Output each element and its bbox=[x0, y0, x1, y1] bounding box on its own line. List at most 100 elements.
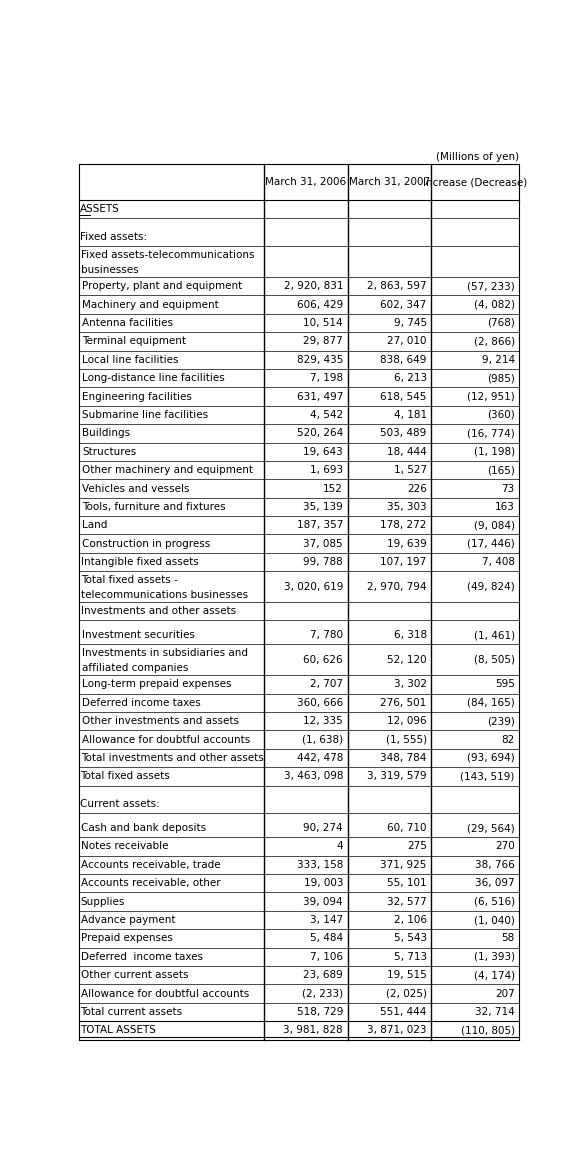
Text: (768): (768) bbox=[487, 318, 515, 328]
Text: Long-distance line facilities: Long-distance line facilities bbox=[82, 374, 225, 383]
Text: 19, 003: 19, 003 bbox=[304, 878, 343, 888]
Text: affiliated companies: affiliated companies bbox=[82, 663, 188, 673]
Text: Other investments and assets: Other investments and assets bbox=[82, 717, 238, 726]
Text: 32, 577: 32, 577 bbox=[387, 897, 427, 907]
Text: (2, 025): (2, 025) bbox=[385, 988, 427, 999]
Text: (143, 519): (143, 519) bbox=[460, 771, 515, 781]
Text: 520, 264: 520, 264 bbox=[297, 429, 343, 438]
Text: Terminal equipment: Terminal equipment bbox=[82, 336, 186, 347]
Text: Accounts receivable, trade: Accounts receivable, trade bbox=[81, 860, 220, 870]
Text: 178, 272: 178, 272 bbox=[380, 521, 427, 530]
Text: 631, 497: 631, 497 bbox=[297, 391, 343, 402]
Text: (6, 516): (6, 516) bbox=[474, 897, 515, 907]
Text: 7, 408: 7, 408 bbox=[482, 557, 515, 568]
Text: (8, 505): (8, 505) bbox=[474, 654, 515, 665]
Text: (84, 165): (84, 165) bbox=[467, 698, 515, 707]
Text: (985): (985) bbox=[487, 374, 515, 383]
Text: 12, 096: 12, 096 bbox=[387, 717, 427, 726]
Text: (29, 564): (29, 564) bbox=[467, 824, 515, 833]
Text: businesses: businesses bbox=[81, 266, 138, 275]
Text: 2, 106: 2, 106 bbox=[394, 915, 427, 925]
Text: 10, 514: 10, 514 bbox=[304, 318, 343, 328]
Text: TOTAL ASSETS: TOTAL ASSETS bbox=[79, 1026, 155, 1035]
Text: 27, 010: 27, 010 bbox=[387, 336, 427, 347]
Text: 551, 444: 551, 444 bbox=[380, 1007, 427, 1018]
Text: 442, 478: 442, 478 bbox=[297, 753, 343, 763]
Text: 6, 318: 6, 318 bbox=[394, 630, 427, 640]
Text: 5, 713: 5, 713 bbox=[394, 952, 427, 962]
Text: (1, 040): (1, 040) bbox=[474, 915, 515, 925]
Text: 52, 120: 52, 120 bbox=[387, 654, 427, 665]
Text: 9, 745: 9, 745 bbox=[394, 318, 427, 328]
Text: (110, 805): (110, 805) bbox=[461, 1026, 515, 1035]
Text: 503, 489: 503, 489 bbox=[380, 429, 427, 438]
Text: 5, 484: 5, 484 bbox=[310, 933, 343, 944]
Text: 58: 58 bbox=[502, 933, 515, 944]
Text: 19, 643: 19, 643 bbox=[303, 446, 343, 457]
Text: Prepaid expenses: Prepaid expenses bbox=[81, 933, 172, 944]
Text: 90, 274: 90, 274 bbox=[304, 824, 343, 833]
Text: 73: 73 bbox=[502, 483, 515, 493]
Text: 371, 925: 371, 925 bbox=[380, 860, 427, 870]
Text: (2, 866): (2, 866) bbox=[474, 336, 515, 347]
Text: 3, 319, 579: 3, 319, 579 bbox=[367, 771, 427, 781]
Text: (1, 461): (1, 461) bbox=[474, 630, 515, 640]
Text: 32, 714: 32, 714 bbox=[475, 1007, 515, 1018]
Text: 60, 626: 60, 626 bbox=[304, 654, 343, 665]
Text: Fixed assets-telecommunications: Fixed assets-telecommunications bbox=[81, 249, 254, 260]
Text: Investment securities: Investment securities bbox=[82, 630, 194, 640]
Text: 829, 435: 829, 435 bbox=[297, 355, 343, 364]
Text: 7, 780: 7, 780 bbox=[310, 630, 343, 640]
Text: Long-term prepaid expenses: Long-term prepaid expenses bbox=[82, 679, 231, 690]
Text: Investments and other assets: Investments and other assets bbox=[81, 606, 236, 616]
Text: Local line facilities: Local line facilities bbox=[82, 355, 179, 364]
Text: 4, 181: 4, 181 bbox=[394, 410, 427, 419]
Text: (1, 555): (1, 555) bbox=[385, 734, 427, 745]
Text: (Millions of yen): (Millions of yen) bbox=[436, 152, 519, 162]
Text: 187, 357: 187, 357 bbox=[297, 521, 343, 530]
Text: (93, 694): (93, 694) bbox=[467, 753, 515, 763]
Text: Total current assets: Total current assets bbox=[79, 1007, 182, 1018]
Text: 3, 981, 828: 3, 981, 828 bbox=[283, 1026, 343, 1035]
Text: 19, 515: 19, 515 bbox=[387, 971, 427, 980]
Text: 226: 226 bbox=[407, 483, 427, 493]
Text: 19, 639: 19, 639 bbox=[387, 538, 427, 549]
Text: Construction in progress: Construction in progress bbox=[82, 538, 211, 549]
Text: 207: 207 bbox=[495, 988, 515, 999]
Text: 618, 545: 618, 545 bbox=[380, 391, 427, 402]
Text: 107, 197: 107, 197 bbox=[380, 557, 427, 568]
Text: Machinery and equipment: Machinery and equipment bbox=[82, 300, 219, 309]
Text: Current assets:: Current assets: bbox=[79, 799, 159, 810]
Text: (1, 393): (1, 393) bbox=[474, 952, 515, 962]
Text: 7, 198: 7, 198 bbox=[310, 374, 343, 383]
Text: 838, 649: 838, 649 bbox=[380, 355, 427, 364]
Text: 1, 693: 1, 693 bbox=[310, 465, 343, 475]
Text: 55, 101: 55, 101 bbox=[387, 878, 427, 888]
Text: March 31, 2007: March 31, 2007 bbox=[349, 177, 430, 187]
Text: 606, 429: 606, 429 bbox=[297, 300, 343, 309]
Text: Antenna facilities: Antenna facilities bbox=[82, 318, 173, 328]
Text: 3, 302: 3, 302 bbox=[394, 679, 427, 690]
Text: (2, 233): (2, 233) bbox=[302, 988, 343, 999]
Text: Deferred income taxes: Deferred income taxes bbox=[82, 698, 200, 707]
Text: (360): (360) bbox=[487, 410, 515, 419]
Text: 37, 085: 37, 085 bbox=[304, 538, 343, 549]
Text: Land: Land bbox=[82, 521, 108, 530]
Text: (17, 446): (17, 446) bbox=[467, 538, 515, 549]
Text: 7, 106: 7, 106 bbox=[310, 952, 343, 962]
Text: 3, 147: 3, 147 bbox=[310, 915, 343, 925]
Text: 99, 788: 99, 788 bbox=[303, 557, 343, 568]
Text: Total fixed assets -: Total fixed assets - bbox=[81, 575, 178, 585]
Text: 518, 729: 518, 729 bbox=[297, 1007, 343, 1018]
Text: 2, 863, 597: 2, 863, 597 bbox=[367, 281, 427, 291]
Text: (1, 638): (1, 638) bbox=[302, 734, 343, 745]
Text: Vehicles and vessels: Vehicles and vessels bbox=[82, 483, 190, 493]
Text: Other current assets: Other current assets bbox=[81, 971, 188, 980]
Text: ASSETS: ASSETS bbox=[79, 204, 119, 214]
Text: 276, 501: 276, 501 bbox=[380, 698, 427, 707]
Text: Investments in subsidiaries and: Investments in subsidiaries and bbox=[82, 647, 248, 658]
Text: Deferred  income taxes: Deferred income taxes bbox=[81, 952, 203, 962]
Text: 152: 152 bbox=[323, 483, 343, 493]
Text: 82: 82 bbox=[502, 734, 515, 745]
Text: 348, 784: 348, 784 bbox=[380, 753, 427, 763]
